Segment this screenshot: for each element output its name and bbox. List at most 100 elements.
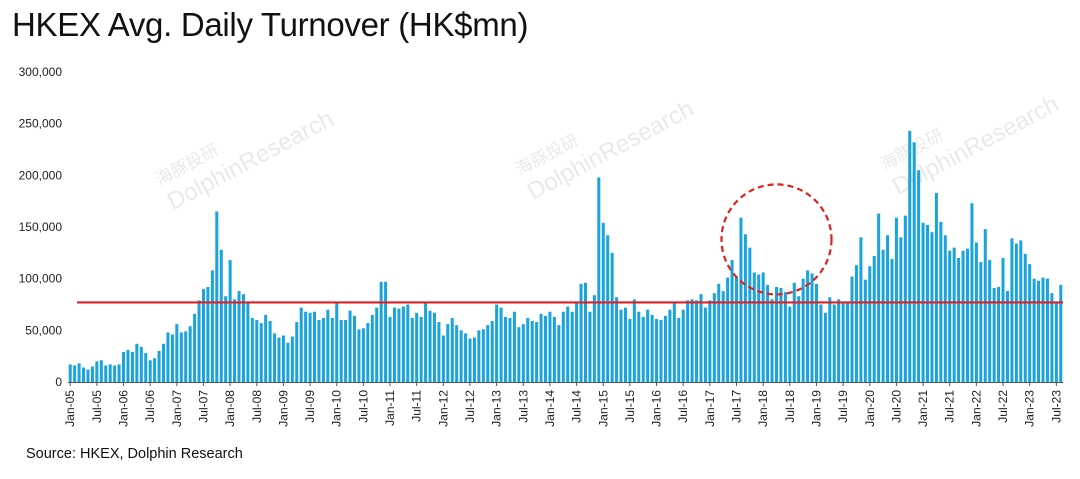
bar (304, 311, 308, 382)
bar (850, 276, 854, 382)
bar (277, 337, 281, 382)
bar (170, 334, 174, 382)
bar (868, 266, 872, 382)
bar (126, 349, 130, 382)
bar (628, 318, 632, 382)
bar (961, 250, 965, 382)
bar (779, 287, 783, 382)
bar (321, 317, 325, 382)
bar (886, 235, 890, 382)
bar (299, 307, 303, 382)
bar (175, 324, 179, 382)
bar (979, 262, 983, 382)
x-tick-label: Jan-12 (436, 390, 450, 427)
bar (144, 353, 148, 382)
bar (361, 328, 365, 382)
x-tick-label: Jan-08 (223, 390, 237, 427)
bar (646, 309, 650, 382)
bar (166, 332, 170, 382)
bar (95, 361, 99, 382)
x-tick-label: Jul-07 (196, 390, 210, 423)
x-tick-label: Jan-20 (863, 390, 877, 427)
bar (535, 322, 539, 382)
bar (890, 259, 894, 382)
x-tick-label: Jul-05 (90, 390, 104, 423)
bar (464, 333, 468, 382)
bar (455, 325, 459, 382)
y-tick-label: 100,000 (19, 272, 63, 286)
bar (552, 316, 556, 382)
bar (122, 352, 126, 382)
bar (899, 237, 903, 382)
bar (401, 306, 405, 382)
bar (837, 299, 841, 382)
bar (1001, 258, 1005, 382)
bar (392, 307, 396, 382)
bar (432, 312, 436, 382)
bar (721, 291, 725, 382)
bar (730, 260, 734, 382)
x-tick-label: Jul-08 (250, 390, 264, 423)
bar (659, 320, 663, 382)
x-tick-label: Jul-16 (676, 390, 690, 423)
bar (353, 315, 357, 382)
bar (672, 303, 676, 382)
bar (859, 237, 863, 382)
bar (472, 337, 476, 382)
bar (1045, 278, 1049, 382)
bar (650, 314, 654, 382)
x-tick-label: Jan-05 (63, 390, 77, 427)
bar (330, 317, 334, 382)
bar (530, 321, 534, 382)
x-tick-label: Jan-22 (969, 390, 983, 427)
bar (286, 342, 290, 382)
x-tick-label: Jul-13 (516, 390, 530, 423)
bar (548, 311, 552, 382)
bar (1010, 238, 1014, 382)
bar (504, 316, 508, 382)
bar (468, 338, 472, 382)
bar (415, 312, 419, 382)
bar (592, 295, 596, 382)
bar (295, 322, 299, 382)
bar (197, 300, 201, 382)
bar (228, 260, 232, 382)
bar (250, 317, 254, 382)
bar (153, 358, 157, 382)
bar (801, 278, 805, 382)
y-tick-label: 250,000 (19, 117, 63, 131)
bar (148, 360, 152, 382)
bar (419, 316, 423, 382)
x-tick-label: Jul-17 (730, 390, 744, 423)
bar (481, 329, 485, 382)
highlight-circle (720, 183, 833, 296)
bar (410, 317, 414, 382)
bar (384, 281, 388, 382)
bar (695, 300, 699, 382)
bar (379, 281, 383, 382)
bar (326, 309, 330, 382)
bar (406, 304, 410, 382)
bar (965, 248, 970, 382)
bar (690, 299, 694, 382)
bar (224, 296, 228, 382)
bar (490, 321, 494, 382)
bar (424, 302, 428, 382)
bar (1032, 278, 1036, 382)
bar (641, 316, 645, 382)
bar (521, 324, 525, 382)
bar (1014, 243, 1018, 382)
bar (1023, 253, 1027, 382)
bar (703, 307, 707, 382)
bar (477, 330, 481, 382)
bar (970, 203, 974, 382)
bar (894, 217, 898, 382)
x-tick-label: Jul-09 (303, 390, 317, 423)
x-tick-label: Jan-16 (650, 390, 664, 427)
bar (819, 304, 823, 382)
bar (90, 366, 94, 382)
x-tick-label: Jul-15 (623, 390, 637, 423)
